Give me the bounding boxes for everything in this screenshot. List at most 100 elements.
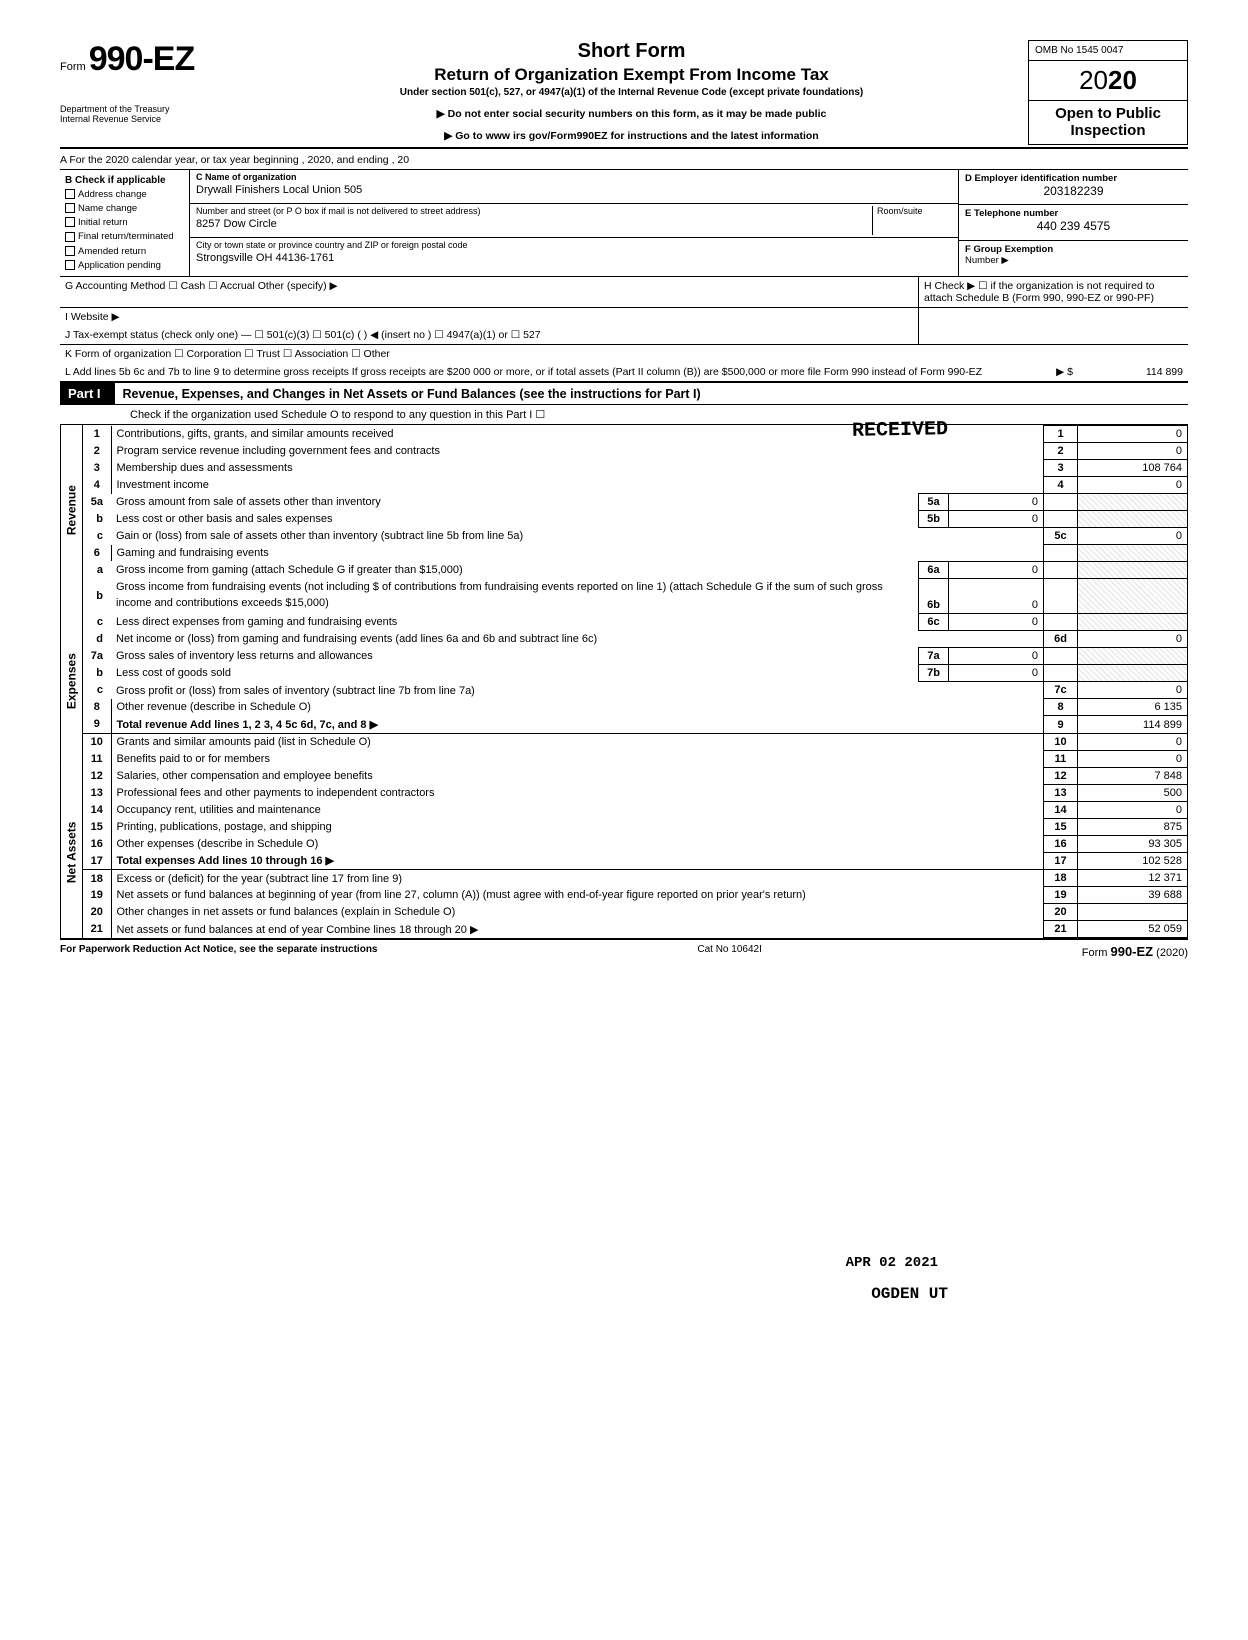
ln6d-amt: 0 [1078, 631, 1188, 648]
ln12-desc: Salaries, other compensation and employe… [111, 767, 1044, 784]
lbl-pending: Application pending [78, 260, 161, 271]
f-label: F Group Exemption [965, 244, 1182, 255]
ln6c-no: c [83, 614, 111, 631]
ln11-box: 11 [1044, 750, 1078, 767]
form-number-block: Form 990-EZ [60, 40, 235, 79]
lines-table: 1Contributions, gifts, grants, and simil… [83, 425, 1188, 938]
ln4-amt: 0 [1078, 477, 1188, 494]
lbl-initial: Initial return [78, 217, 128, 228]
omb-box: OMB No 1545 0047 2020 Open to Public Ins… [1028, 40, 1188, 145]
chk-final: Final return/terminated [65, 230, 184, 244]
ln5a-desc: Gross amount from sale of assets other t… [111, 494, 919, 511]
form-prefix: Form [60, 61, 86, 73]
ln13-desc: Professional fees and other payments to … [111, 784, 1044, 801]
ln20-amt [1078, 904, 1188, 921]
ln8-no: 8 [83, 699, 111, 716]
ln5b-no: b [83, 511, 111, 528]
ln7b-midamt: 0 [949, 665, 1044, 682]
side-expenses: Expenses [60, 596, 82, 767]
stamp-date: APR 02 2021 [846, 1255, 938, 1271]
checkbox-icon[interactable] [65, 217, 75, 227]
ln9-no: 9 [83, 716, 111, 734]
lbl-address: Address change [78, 189, 147, 200]
ln8-desc: Other revenue (describe in Schedule O) [111, 699, 1044, 716]
footer-mid: Cat No 10642I [697, 944, 762, 959]
ln1-no: 1 [83, 426, 111, 443]
ln12-amt: 7 848 [1078, 767, 1188, 784]
year-suffix: 20 [1108, 65, 1137, 95]
shade [1078, 545, 1188, 562]
ln13-box: 13 [1044, 784, 1078, 801]
footer-form-no: 990-EZ [1110, 944, 1153, 959]
ln5c-no: c [83, 528, 111, 545]
ln14-no: 14 [83, 801, 111, 818]
checkbox-icon[interactable] [65, 189, 75, 199]
footer-right: Form 990-EZ (2020) [1082, 944, 1188, 959]
ln19-amt: 39 688 [1078, 887, 1188, 904]
ln4-desc: Investment income [111, 477, 1044, 494]
ln6b-mid: 6b [919, 578, 949, 614]
checkbox-icon[interactable] [65, 246, 75, 256]
shade [1044, 545, 1078, 562]
f-label2: Number ▶ [965, 255, 1182, 266]
ln17-desc: Total expenses Add lines 10 through 16 ▶ [111, 852, 1044, 870]
ln7b-desc: Less cost of goods sold [111, 665, 919, 682]
lbl-final: Final return/terminated [78, 231, 174, 242]
ln13-amt: 500 [1078, 784, 1188, 801]
ln11-desc: Benefits paid to or for members [111, 750, 1044, 767]
shade [1044, 494, 1078, 511]
ln6b-midamt: 0 [949, 578, 1044, 614]
ln3-desc: Membership dues and assessments [111, 460, 1044, 477]
ln20-box: 20 [1044, 904, 1078, 921]
stamp-ogden: OGDEN UT [871, 1285, 948, 1303]
ln9-amt: 114 899 [1078, 716, 1188, 734]
ln5b-midamt: 0 [949, 511, 1044, 528]
chk-amended: Amended return [65, 245, 184, 259]
ln8-box: 8 [1044, 699, 1078, 716]
c-city-label: City or town state or province country a… [196, 240, 952, 250]
j-tax-exempt: J Tax-exempt status (check only one) — ☐… [60, 326, 918, 344]
shade [1044, 578, 1078, 614]
checkbox-icon[interactable] [65, 260, 75, 270]
ln3-amt: 108 764 [1078, 460, 1188, 477]
col-b-checkboxes: B Check if applicable Address change Nam… [60, 170, 190, 277]
row-i: I Website ▶ [60, 308, 1188, 326]
col-c-org: C Name of organization Drywall Finishers… [190, 170, 958, 277]
side-net-assets: Net Assets [60, 767, 82, 938]
ln19-no: 19 [83, 887, 111, 904]
shade [1078, 665, 1188, 682]
checkbox-icon[interactable] [65, 203, 75, 213]
ln6b-no: b [83, 578, 111, 614]
stamp-received: RECEIVED [852, 418, 948, 443]
ln1-box: 1 [1044, 426, 1078, 443]
part1-body: RECEIVED APR 02 2021 OGDEN UT Revenue Ex… [60, 425, 1188, 938]
chk-pending: Application pending [65, 259, 184, 273]
ln14-box: 14 [1044, 801, 1078, 818]
ln5a-mid: 5a [919, 494, 949, 511]
shade [1044, 648, 1078, 665]
form-number: 990-EZ [89, 40, 195, 78]
row-k: K Form of organization ☐ Corporation ☐ T… [60, 345, 1188, 363]
omb-number: OMB No 1545 0047 [1029, 41, 1187, 61]
shade [1078, 614, 1188, 631]
ln19-desc: Net assets or fund balances at beginning… [111, 887, 1044, 904]
ln6-desc: Gaming and fundraising events [111, 545, 1044, 562]
ln7c-no: c [83, 682, 111, 699]
checkbox-icon[interactable] [65, 232, 75, 242]
ln17-amt: 102 528 [1078, 852, 1188, 870]
ln9-desc: Total revenue Add lines 1, 2 3, 4 5c 6d,… [111, 716, 1044, 734]
ln21-desc: Net assets or fund balances at end of ye… [111, 921, 1044, 938]
ein-value: 203182239 [965, 184, 1182, 198]
page-footer: For Paperwork Reduction Act Notice, see … [60, 938, 1188, 959]
title-short-form: Short Form [245, 40, 1018, 63]
ln1-amt: 0 [1078, 426, 1188, 443]
ln15-box: 15 [1044, 818, 1078, 835]
ln6-no: 6 [83, 545, 111, 562]
org-city: Strongsville OH 44136-1761 [196, 252, 952, 264]
part1-title: Revenue, Expenses, and Changes in Net As… [115, 387, 701, 401]
e-label: E Telephone number [965, 208, 1182, 219]
form-header: Form 990-EZ Department of the Treasury I… [60, 40, 1188, 145]
ln11-no: 11 [83, 750, 111, 767]
row-l: L Add lines 5b 6c and 7b to line 9 to de… [60, 363, 1188, 382]
l-amount: 114 899 [1078, 363, 1188, 381]
